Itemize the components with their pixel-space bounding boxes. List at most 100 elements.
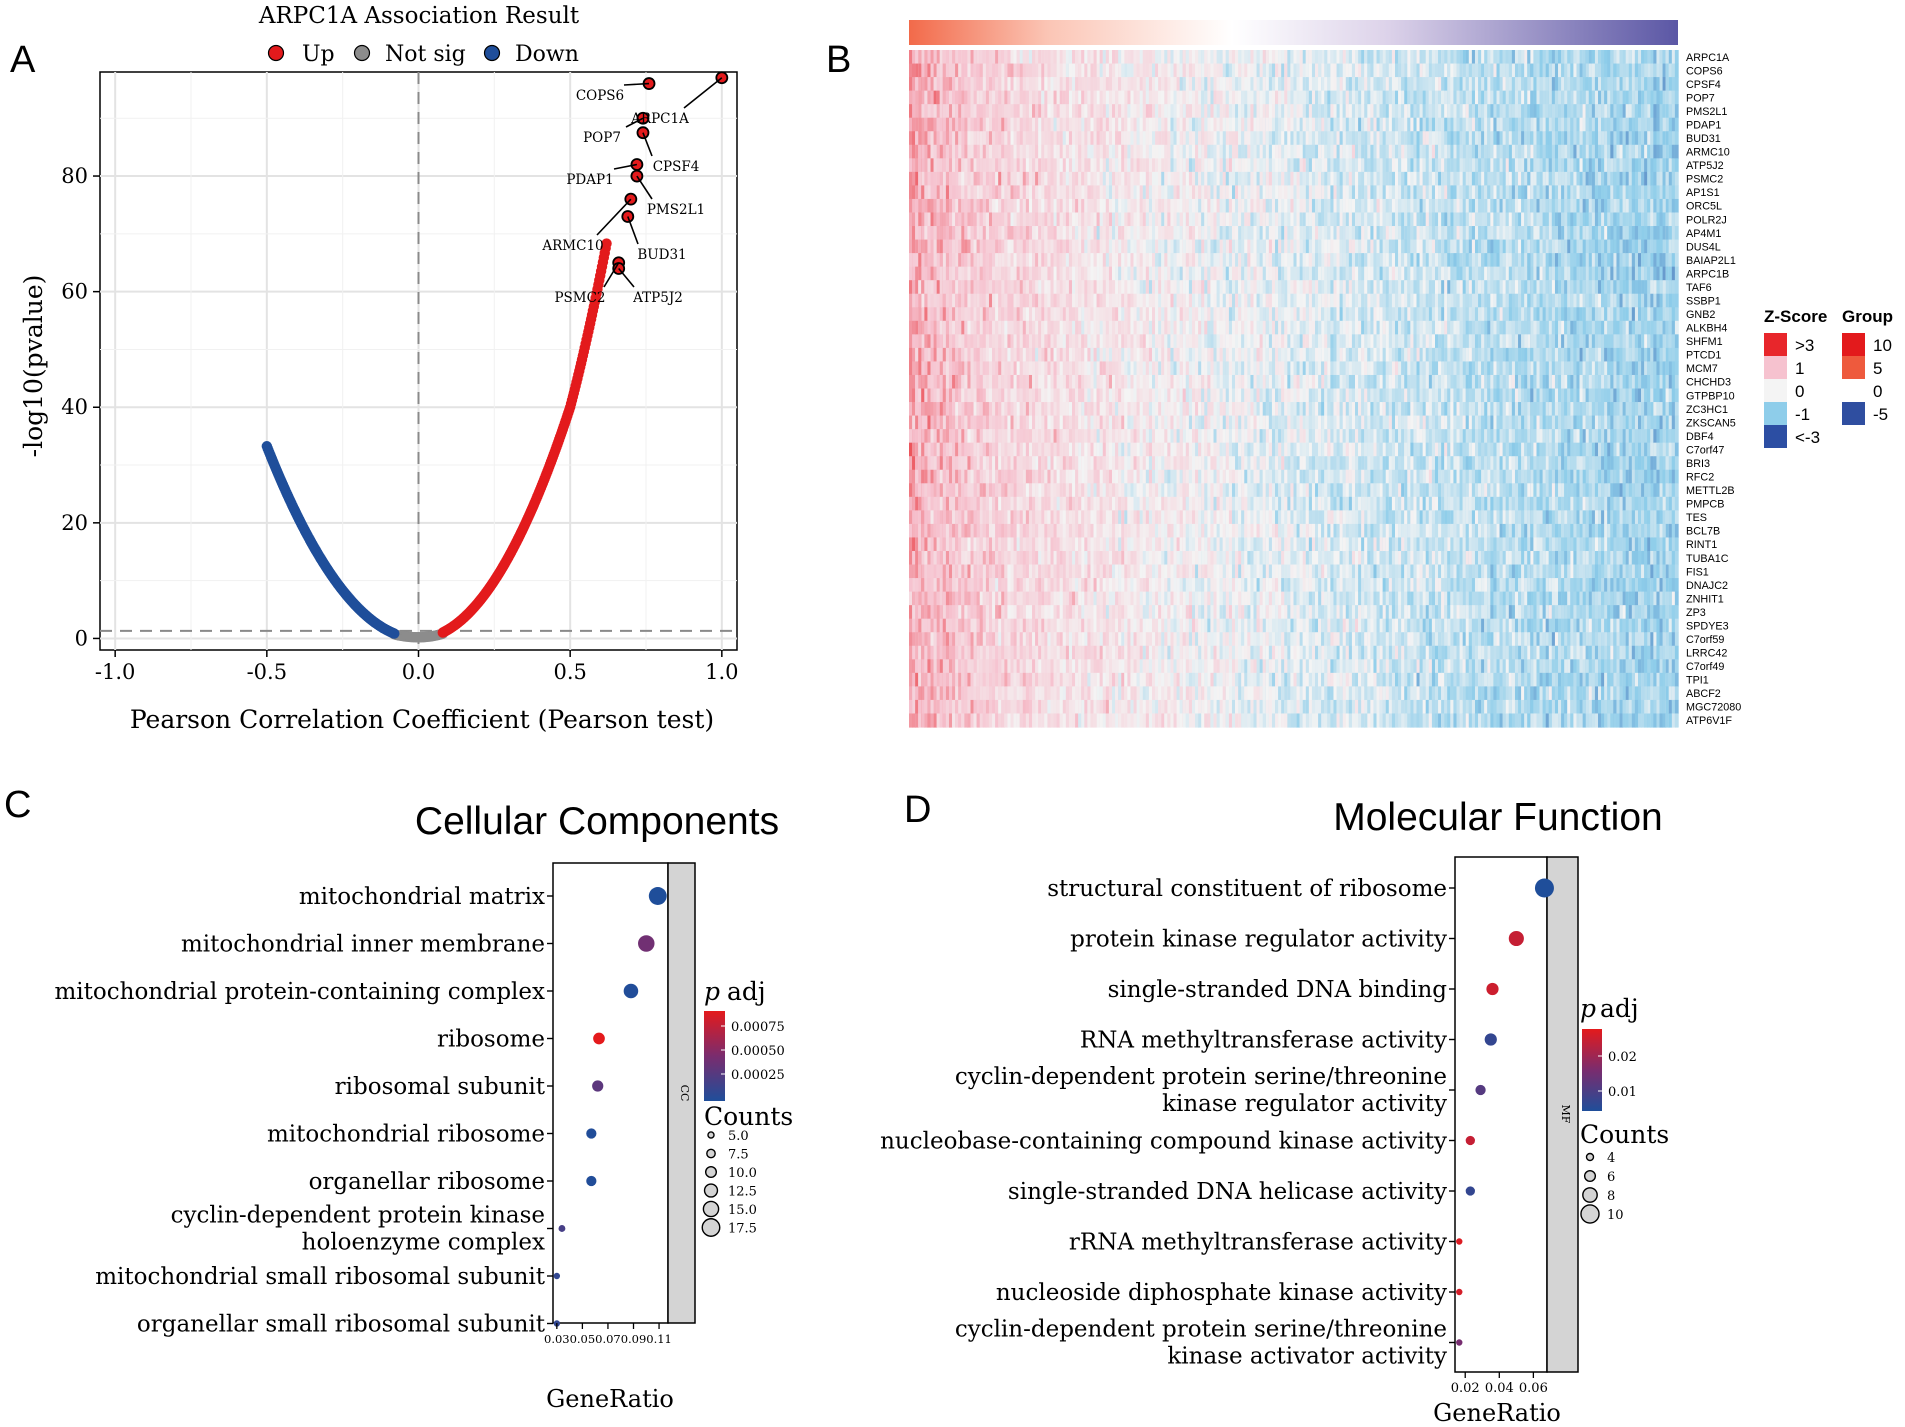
heatmap-cell xyxy=(930,686,935,701)
heatmap-cell xyxy=(1004,144,1009,159)
heatmap-cell xyxy=(1025,198,1030,214)
heatmap-cell xyxy=(1013,374,1018,390)
heatmap-cell xyxy=(1099,699,1104,715)
heatmap-cell xyxy=(952,90,956,105)
heatmap-cell xyxy=(1072,510,1076,525)
heatmap-cell xyxy=(945,591,950,606)
heatmap-cell xyxy=(1016,171,1021,186)
heatmap-cell xyxy=(1050,253,1055,268)
heatmap-cell xyxy=(1050,456,1055,471)
heatmap-cell xyxy=(1148,347,1153,363)
heatmap-cell xyxy=(1081,618,1085,633)
heatmap-cell xyxy=(1170,374,1175,390)
heatmap-cell xyxy=(970,550,975,566)
heatmap-cell xyxy=(992,334,996,349)
heatmap-cell xyxy=(1053,496,1058,511)
heatmap-cell xyxy=(961,185,965,200)
heatmap-cell xyxy=(948,699,953,715)
heatmap-cell xyxy=(1062,388,1067,403)
heatmap-cell xyxy=(1004,266,1009,281)
heatmap-cell xyxy=(1025,523,1030,539)
heatmap-cell xyxy=(912,77,916,92)
heatmap-cell xyxy=(1062,117,1067,132)
heatmap-cell xyxy=(1152,361,1156,376)
heatmap-cell xyxy=(1173,90,1178,105)
heatmap-cell xyxy=(1161,537,1165,552)
heatmap-cell xyxy=(1081,320,1085,335)
heatmap-cell xyxy=(915,523,919,539)
heatmap-cell xyxy=(1084,605,1089,620)
heatmap-cell xyxy=(992,266,996,281)
heatmap-cell xyxy=(1072,564,1076,579)
heatmap-cell xyxy=(1004,537,1009,552)
heatmap-cell xyxy=(985,645,990,660)
heatmap-cell xyxy=(1155,469,1159,484)
heatmap-cell xyxy=(1108,131,1113,146)
heatmap-cell xyxy=(1136,63,1141,78)
heatmap-cell xyxy=(1170,307,1175,322)
heatmap-cell xyxy=(1127,591,1132,606)
heatmap-cell xyxy=(1158,645,1162,660)
heatmap-cell xyxy=(918,280,922,295)
heatmap-cell xyxy=(1059,591,1064,606)
heatmap-cell xyxy=(1164,564,1168,579)
heatmap-cell xyxy=(1179,104,1184,119)
heatmap-cell xyxy=(1161,402,1165,417)
heatmap-cell xyxy=(1108,239,1113,254)
heatmap-cell xyxy=(1155,686,1159,701)
heatmap-cell xyxy=(982,90,987,105)
heatmap-cell xyxy=(976,334,981,349)
heatmap-cell xyxy=(1142,402,1147,417)
legend-label-down: Down xyxy=(515,42,579,67)
heatmap-cell xyxy=(1087,171,1092,186)
heatmap-cell xyxy=(982,510,987,525)
heatmap-cell xyxy=(1099,550,1104,566)
heatmap-cell xyxy=(982,537,987,552)
heatmap-cell xyxy=(1025,50,1030,65)
heatmap-cell xyxy=(1072,50,1076,65)
heatmap-cell xyxy=(1035,117,1039,132)
heatmap-cell xyxy=(1093,645,1098,660)
heatmap-cell xyxy=(1010,280,1015,295)
heatmap-cell xyxy=(1010,144,1015,159)
heatmap-cell xyxy=(1050,266,1055,281)
heatmap-cell xyxy=(988,334,993,349)
heatmap-cell xyxy=(1139,523,1144,539)
heatmap-cell xyxy=(1007,212,1012,227)
heatmap-cell xyxy=(1099,686,1104,701)
heatmap-cell xyxy=(909,442,913,457)
heatmap-cell xyxy=(995,523,999,539)
heatmap-cell xyxy=(1142,334,1147,349)
heatmap-cell xyxy=(1124,334,1128,349)
heatmap-cell xyxy=(1050,320,1055,335)
heatmap-cell xyxy=(912,144,916,159)
heatmap-cell xyxy=(945,198,950,214)
heatmap-cell xyxy=(1047,632,1052,647)
heatmap-cell xyxy=(1133,117,1138,132)
heatmap-cell xyxy=(1164,185,1168,200)
heatmap-cell xyxy=(1062,523,1067,539)
heatmap-cell xyxy=(967,63,972,78)
heatmap-cell xyxy=(1084,483,1089,498)
heatmap-cell xyxy=(1041,537,1045,552)
heatmap-cell xyxy=(952,591,956,606)
heatmap-cell xyxy=(1044,591,1049,606)
heatmap-cell xyxy=(1099,523,1104,539)
heatmap-cell xyxy=(952,144,956,159)
heatmap-cell xyxy=(1028,334,1033,349)
heatmap-cell xyxy=(1022,699,1027,715)
heatmap-cell xyxy=(1056,63,1061,78)
heatmap-cell xyxy=(1032,659,1036,674)
heatmap-cell xyxy=(1130,469,1135,484)
heatmap-cell xyxy=(1053,632,1058,647)
heatmap-cell xyxy=(958,496,962,511)
heatmap-cell xyxy=(1001,686,1005,701)
heatmap-cell xyxy=(1047,672,1052,687)
heatmap-cell xyxy=(1176,374,1181,390)
heatmap-cell xyxy=(1081,469,1085,484)
heatmap-cell xyxy=(1053,686,1058,701)
heatmap-cell xyxy=(1013,253,1018,268)
heatmap-cell xyxy=(976,699,981,715)
heatmap-cell xyxy=(1158,320,1162,335)
heatmap-cell xyxy=(1158,212,1162,227)
